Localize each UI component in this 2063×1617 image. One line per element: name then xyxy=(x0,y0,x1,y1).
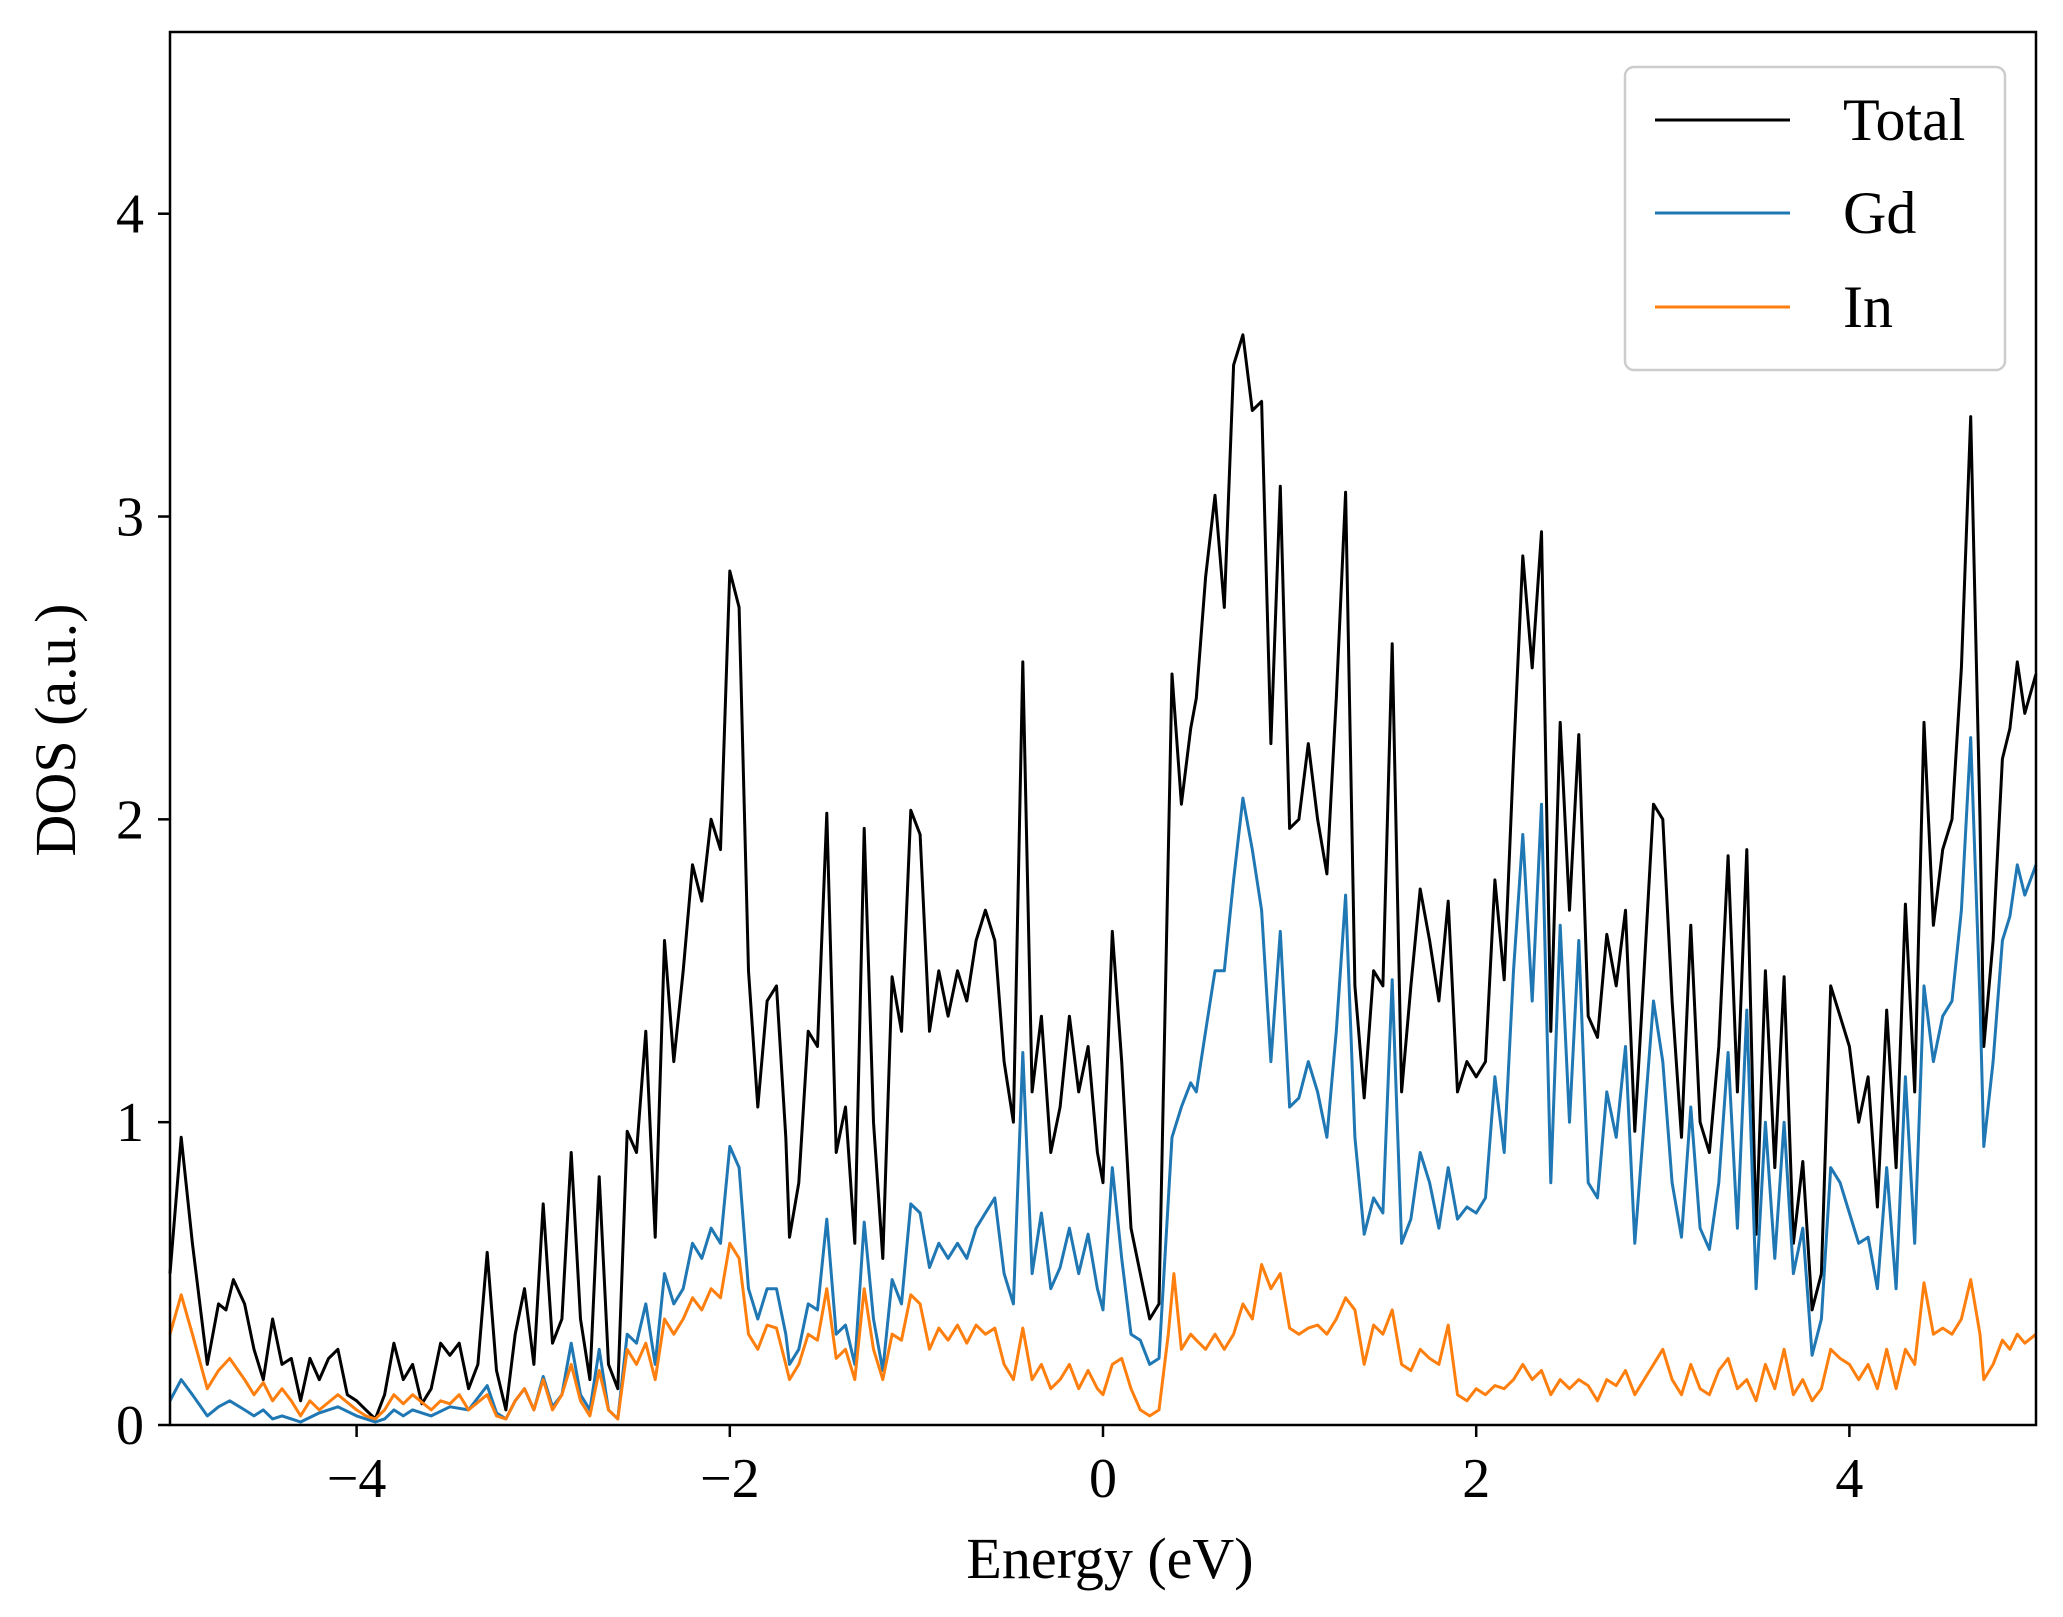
legend-item-total: Total xyxy=(1655,87,1965,153)
x-tick-label: −4 xyxy=(327,1448,387,1510)
y-tick-label: 0 xyxy=(116,1395,144,1457)
x-axis-ticks: −4 −2 0 2 4 xyxy=(327,1425,1863,1510)
legend: Total Gd In xyxy=(1623,65,2007,372)
x-axis-label: Energy (eV) xyxy=(966,1526,1253,1591)
series-line-in xyxy=(168,1241,2037,1421)
series-layer xyxy=(168,333,2038,1424)
y-tick-label: 4 xyxy=(116,184,144,246)
series-line-gd xyxy=(168,736,2038,1424)
x-tick-label: 2 xyxy=(1462,1448,1490,1510)
legend-label-in: In xyxy=(1843,274,1893,340)
y-tick-label: 3 xyxy=(116,487,144,549)
legend-label-total: Total xyxy=(1843,87,1965,153)
x-tick-label: −2 xyxy=(700,1448,760,1510)
legend-label-gd: Gd xyxy=(1843,180,1916,246)
x-tick-label: 4 xyxy=(1835,1448,1863,1510)
y-axis-ticks: 0 1 2 3 4 xyxy=(116,184,170,1457)
series-line-total xyxy=(168,333,2038,1421)
y-axis-label: DOS (a.u.) xyxy=(23,604,88,857)
legend-box xyxy=(1623,65,2007,372)
legend-item-in: In xyxy=(1655,274,1893,340)
legend-item-gd: Gd xyxy=(1655,180,1916,246)
x-tick-label: 0 xyxy=(1089,1448,1117,1510)
y-tick-label: 1 xyxy=(116,1092,144,1154)
y-tick-label: 2 xyxy=(116,789,144,851)
